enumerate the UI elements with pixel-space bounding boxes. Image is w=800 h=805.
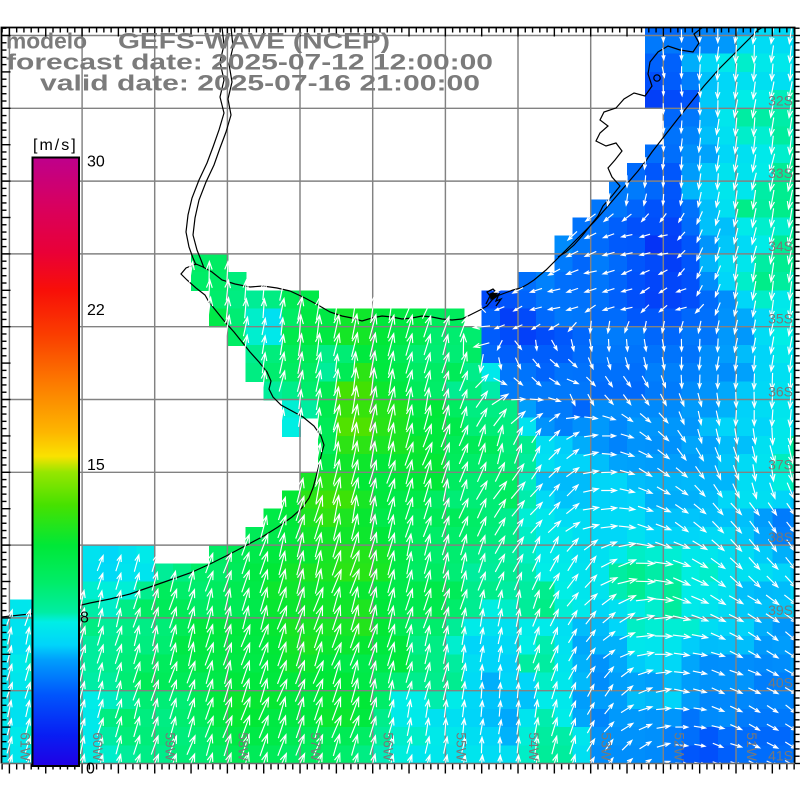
- svg-text:59W: 59W: [163, 732, 179, 762]
- svg-text:37S: 37S: [768, 456, 793, 472]
- svg-text:61W: 61W: [17, 732, 33, 762]
- svg-text:38S: 38S: [768, 529, 793, 545]
- svg-text:15: 15: [87, 457, 105, 474]
- svg-text:57W: 57W: [308, 732, 324, 762]
- svg-text:51W: 51W: [744, 732, 760, 762]
- svg-text:56W: 56W: [381, 732, 397, 762]
- svg-text:35S: 35S: [768, 311, 793, 327]
- svg-text:0: 0: [86, 761, 95, 778]
- svg-text:36S: 36S: [768, 384, 793, 400]
- svg-text:40S: 40S: [768, 675, 793, 691]
- svg-text:54W: 54W: [526, 732, 542, 762]
- svg-text:22: 22: [87, 302, 105, 319]
- svg-text:33S: 33S: [768, 165, 793, 181]
- svg-text:valid date: 2025-07-16 21:00:0: valid date: 2025-07-16 21:00:00: [40, 71, 480, 96]
- svg-text:[m/s]: [m/s]: [33, 137, 78, 154]
- svg-text:34S: 34S: [768, 238, 793, 254]
- svg-text:41S: 41S: [768, 748, 793, 764]
- svg-text:30: 30: [87, 154, 105, 171]
- svg-text:32S: 32S: [768, 92, 793, 108]
- svg-text:58W: 58W: [235, 732, 251, 762]
- svg-text:55W: 55W: [453, 732, 469, 762]
- svg-text:39S: 39S: [768, 602, 793, 618]
- svg-text:53W: 53W: [599, 732, 615, 762]
- svg-text:8: 8: [80, 610, 89, 627]
- svg-text:52W: 52W: [671, 732, 687, 762]
- svg-text:60W: 60W: [90, 732, 106, 762]
